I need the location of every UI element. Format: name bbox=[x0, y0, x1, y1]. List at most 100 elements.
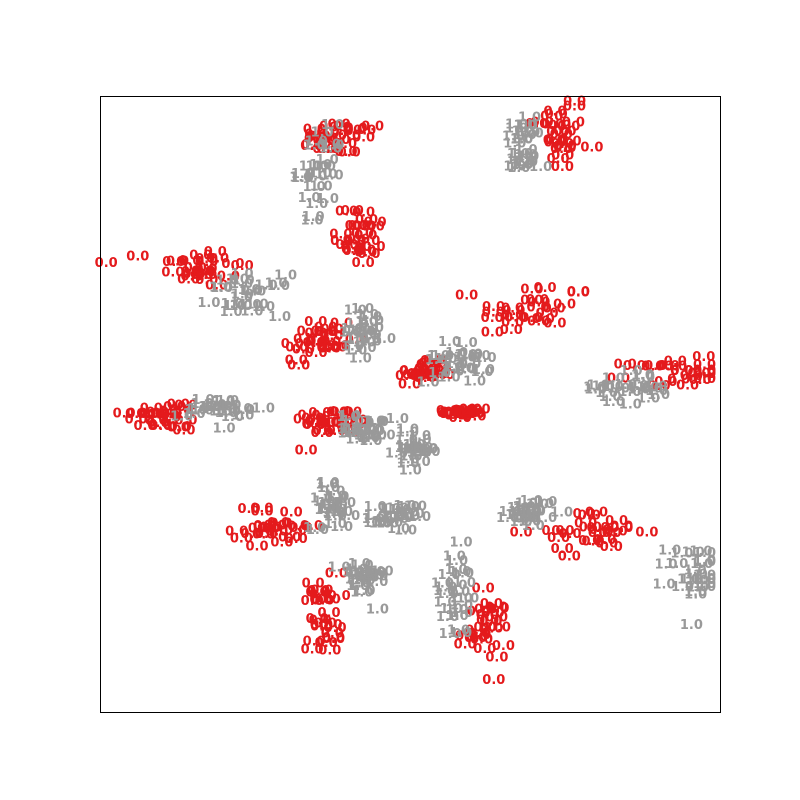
point-label-gray: 1.0 bbox=[445, 554, 468, 569]
point-label-gray: 1.0 bbox=[436, 610, 459, 625]
point-label-red: 0.0 bbox=[172, 424, 195, 439]
point-label-gray: 1.0 bbox=[381, 509, 404, 524]
point-label-red: 0.0 bbox=[574, 516, 597, 531]
point-label-red: 0.0 bbox=[398, 378, 421, 393]
point-label-red: 0.0 bbox=[693, 358, 716, 373]
point-label-red: 0.0 bbox=[473, 621, 496, 636]
point-label-red: 0.0 bbox=[553, 297, 576, 312]
point-label-red: 0.0 bbox=[353, 123, 376, 138]
point-label-red: 0.0 bbox=[599, 526, 622, 541]
point-label-red: 0.0 bbox=[482, 300, 505, 315]
point-label-gray: 1.0 bbox=[403, 438, 426, 453]
point-label-red: 0.0 bbox=[452, 405, 475, 420]
point-label-red: 0.0 bbox=[589, 523, 612, 538]
point-label-gray: 1.0 bbox=[333, 496, 356, 511]
point-label-gray: 1.0 bbox=[443, 360, 466, 375]
point-label-red: 0.0 bbox=[543, 133, 566, 148]
point-label-gray: 1.0 bbox=[518, 504, 541, 519]
point-label-red: 0.0 bbox=[656, 359, 679, 374]
point-label-red: 0.0 bbox=[309, 614, 332, 629]
point-label-gray: 1.0 bbox=[291, 167, 314, 182]
point-label-gray: 1.0 bbox=[402, 442, 425, 457]
point-label-red: 0.0 bbox=[194, 262, 217, 277]
point-label-gray: 1.0 bbox=[408, 510, 431, 525]
point-label-gray: 1.0 bbox=[316, 192, 339, 207]
point-label-red: 0.0 bbox=[479, 615, 502, 630]
point-label-red: 0.0 bbox=[641, 359, 664, 374]
point-label-red: 0.0 bbox=[181, 265, 204, 280]
point-label-gray: 1.0 bbox=[376, 516, 399, 531]
point-label-red: 0.0 bbox=[278, 530, 301, 545]
point-label-red: 0.0 bbox=[670, 364, 693, 379]
point-label-red: 0.0 bbox=[302, 577, 325, 592]
point-label-red: 0.0 bbox=[138, 407, 161, 422]
point-label-gray: 1.0 bbox=[684, 587, 707, 602]
point-label-gray: 1.0 bbox=[433, 584, 456, 599]
point-label-gray: 1.0 bbox=[303, 138, 326, 153]
point-label-red: 0.0 bbox=[423, 353, 446, 368]
point-label-gray: 1.0 bbox=[304, 170, 327, 185]
point-label-red: 0.0 bbox=[527, 314, 550, 329]
point-label-red: 0.0 bbox=[547, 152, 570, 167]
point-label-red: 0.0 bbox=[140, 402, 163, 417]
point-label-gray: 1.0 bbox=[505, 118, 528, 133]
point-label-gray: 1.0 bbox=[632, 371, 655, 386]
point-label-red: 0.0 bbox=[293, 333, 316, 348]
point-label-red: 0.0 bbox=[693, 364, 716, 379]
point-label-gray: 1.0 bbox=[274, 269, 297, 284]
point-label-gray: 1.0 bbox=[346, 333, 369, 348]
point-label-gray: 1.0 bbox=[356, 570, 379, 585]
point-label-gray: 1.0 bbox=[408, 429, 431, 444]
point-label-gray: 1.0 bbox=[363, 516, 386, 531]
point-label-red: 0.0 bbox=[464, 631, 487, 646]
point-label-gray: 1.0 bbox=[693, 573, 716, 588]
point-label-red: 0.0 bbox=[342, 244, 365, 259]
point-label-red: 0.0 bbox=[693, 367, 716, 382]
point-label-red: 0.0 bbox=[421, 364, 444, 379]
point-label-gray: 1.0 bbox=[460, 347, 483, 362]
point-label-red: 0.0 bbox=[455, 629, 478, 644]
point-label-gray: 1.0 bbox=[265, 277, 288, 292]
point-label-gray: 1.0 bbox=[362, 424, 385, 439]
point-label-red: 0.0 bbox=[240, 527, 263, 542]
point-label-red: 0.0 bbox=[315, 325, 338, 340]
point-label-red: 0.0 bbox=[353, 244, 376, 259]
point-label-red: 0.0 bbox=[345, 219, 368, 234]
point-label-red: 0.0 bbox=[352, 219, 375, 234]
point-label-gray: 1.0 bbox=[631, 369, 654, 384]
point-label-gray: 1.0 bbox=[360, 423, 383, 438]
point-label-red: 0.0 bbox=[304, 128, 327, 143]
point-label-gray: 1.0 bbox=[415, 442, 438, 457]
point-label-gray: 1.0 bbox=[358, 329, 381, 344]
point-label-gray: 1.0 bbox=[240, 304, 263, 319]
point-label-gray: 1.0 bbox=[388, 503, 411, 518]
point-label-red: 0.0 bbox=[330, 316, 353, 331]
point-label-gray: 1.0 bbox=[303, 521, 326, 536]
point-label-red: 0.0 bbox=[319, 119, 342, 134]
point-label-red: 0.0 bbox=[267, 516, 290, 531]
point-label-gray: 1.0 bbox=[450, 599, 473, 614]
point-label-red: 0.0 bbox=[693, 365, 716, 380]
point-label-gray: 1.0 bbox=[380, 515, 403, 530]
point-label-gray: 1.0 bbox=[383, 510, 406, 525]
point-label-gray: 1.0 bbox=[353, 335, 376, 350]
point-label-gray: 1.0 bbox=[361, 321, 384, 336]
point-label-gray: 1.0 bbox=[449, 626, 472, 641]
point-label-gray: 1.0 bbox=[452, 361, 475, 376]
point-label-red: 0.0 bbox=[292, 343, 315, 358]
point-label-red: 0.0 bbox=[182, 267, 205, 282]
point-label-red: 0.0 bbox=[501, 309, 524, 324]
point-label-red: 0.0 bbox=[312, 142, 335, 157]
point-label-gray: 1.0 bbox=[246, 298, 269, 313]
point-label-red: 0.0 bbox=[531, 115, 554, 130]
point-label-red: 0.0 bbox=[557, 120, 580, 135]
point-label-red: 0.0 bbox=[300, 519, 323, 534]
point-label-red: 0.0 bbox=[323, 424, 346, 439]
point-label-red: 0.0 bbox=[361, 119, 384, 134]
point-label-red: 0.0 bbox=[550, 142, 573, 157]
point-label-red: 0.0 bbox=[416, 358, 439, 373]
point-label-red: 0.0 bbox=[318, 335, 341, 350]
point-label-gray: 1.0 bbox=[397, 452, 420, 467]
point-label-gray: 1.0 bbox=[321, 118, 344, 133]
point-label-red: 0.0 bbox=[341, 204, 364, 219]
